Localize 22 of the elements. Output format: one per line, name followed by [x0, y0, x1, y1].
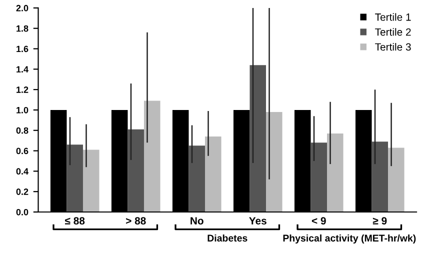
x-tick-label: ≤ 88	[65, 217, 85, 225]
legend-label: Tertile 1	[375, 13, 411, 21]
text: Diabetes	[208, 234, 248, 242]
y-tick-label: 0.2	[16, 188, 28, 195]
x-tick-label: Yes	[249, 217, 266, 225]
x-tick-label: No	[190, 217, 204, 225]
x-tick-label: < 9	[312, 217, 326, 225]
y-tick-label: 0.6	[16, 148, 28, 154]
y-tick-label: 1.2	[16, 86, 28, 93]
legend-label: Tertile 2	[375, 28, 411, 36]
y-tick-label: 1.8	[16, 25, 28, 32]
y-tick-label: 1.4	[16, 66, 28, 72]
y-tick-label: 2.0	[16, 4, 28, 12]
y-tick-label: 0.0	[16, 208, 28, 216]
x-tick-label: ≥ 9	[372, 217, 387, 225]
x-tick-label: > 88	[126, 217, 146, 225]
y-tick-label: 0.8	[16, 127, 28, 134]
y-tick-label: 1.6	[16, 46, 28, 52]
y-tick-label: 1.0	[16, 106, 28, 114]
legend-label: Tertile 3	[375, 42, 411, 51]
y-tick-label: 0.4	[16, 168, 28, 175]
text: Physical activity (MET-hr/wk)	[283, 234, 416, 244]
